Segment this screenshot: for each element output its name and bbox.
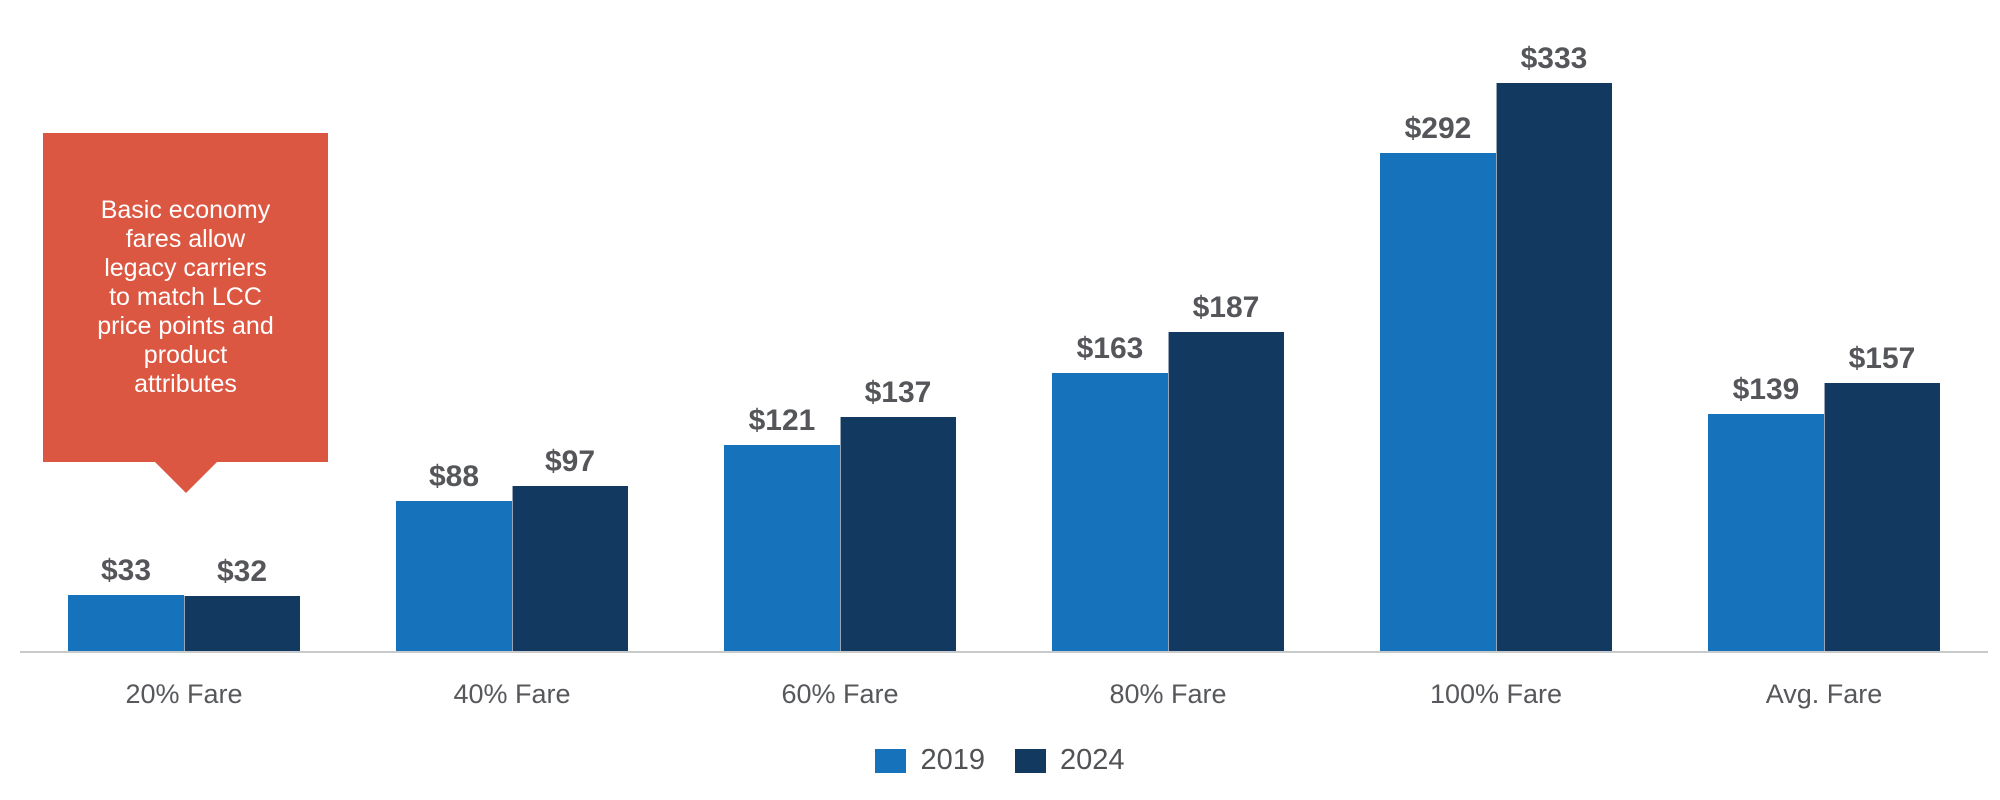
bar-group: $163 $187 bbox=[1004, 0, 1332, 651]
value-label: $33 bbox=[100, 554, 152, 587]
value-label: $32 bbox=[216, 555, 268, 588]
bar-group: $121 $137 bbox=[676, 0, 1004, 651]
legend-item-2024: 2024 bbox=[1015, 746, 1125, 775]
bar-2019 bbox=[724, 445, 840, 651]
annotation-text: Basic economy fares allow legacy carrier… bbox=[97, 196, 274, 398]
bar-2024 bbox=[1824, 383, 1940, 651]
value-label: $187 bbox=[1192, 291, 1260, 324]
legend-swatch-icon bbox=[875, 748, 907, 773]
value-label: $157 bbox=[1848, 342, 1916, 375]
bar-2024 bbox=[840, 417, 956, 651]
value-label: $97 bbox=[544, 445, 596, 478]
bar-column-2024: $187 bbox=[1168, 293, 1284, 651]
bar-column-2019: $163 bbox=[1052, 334, 1168, 651]
bar-2019 bbox=[1380, 153, 1496, 651]
bar-column-2019: $88 bbox=[396, 462, 512, 651]
bar-2024 bbox=[1496, 83, 1612, 651]
bar-column-2024: $333 bbox=[1496, 44, 1612, 651]
bar-2019 bbox=[1708, 414, 1824, 651]
bar-group: $88 $97 bbox=[348, 0, 676, 651]
bar-2019 bbox=[1052, 373, 1168, 651]
bar-2019 bbox=[396, 501, 512, 651]
legend-label: 2019 bbox=[920, 744, 985, 776]
annotation-callout: Basic economy fares allow legacy carrier… bbox=[43, 133, 328, 493]
bar-column-2019: $33 bbox=[68, 556, 184, 651]
bar-column-2024: $157 bbox=[1824, 344, 1940, 651]
bar-column-2024: $97 bbox=[512, 447, 628, 651]
category-axis: 20% Fare 40% Fare 60% Fare 80% Fare 100% Far… bbox=[20, 678, 1988, 710]
category-label: 40% Fare bbox=[453, 679, 571, 709]
legend-swatch-icon bbox=[1015, 748, 1046, 773]
bar-column-2019: $121 bbox=[724, 406, 840, 651]
bar-column-2019: $139 bbox=[1708, 375, 1824, 651]
bar-column-2024: $137 bbox=[840, 378, 956, 651]
value-label: $121 bbox=[748, 404, 816, 437]
bar-column-2024: $32 bbox=[184, 557, 300, 651]
value-label: $137 bbox=[864, 376, 932, 409]
value-label: $333 bbox=[1520, 42, 1588, 75]
category-label: 100% Fare bbox=[1429, 679, 1563, 709]
category-label: Avg. Fare bbox=[1765, 679, 1883, 709]
bar-group: $33 $32 bbox=[20, 0, 348, 651]
value-label: $292 bbox=[1404, 112, 1472, 145]
legend-label: 2024 bbox=[1060, 744, 1125, 776]
category-label: 80% Fare bbox=[1109, 679, 1227, 709]
annotation-pointer-icon bbox=[154, 462, 217, 493]
bar-2024 bbox=[184, 596, 300, 651]
bar-2024 bbox=[1168, 332, 1284, 651]
legend: 2019 2024 bbox=[0, 746, 2000, 775]
value-label: $139 bbox=[1732, 373, 1800, 406]
bar-2019 bbox=[68, 595, 184, 651]
bar-2024 bbox=[512, 486, 628, 651]
category-label: 60% Fare bbox=[781, 679, 899, 709]
value-label: $88 bbox=[428, 460, 480, 493]
category-label: 20% Fare bbox=[125, 679, 243, 709]
plot-area: $33 $32 $88 $97 $121 $137 $163 $187 $292 $333 $139… bbox=[20, 0, 1988, 653]
value-label: $163 bbox=[1076, 332, 1144, 365]
bar-column-2019: $292 bbox=[1380, 114, 1496, 651]
bar-group: $139 $157 bbox=[1660, 0, 1988, 651]
bar-group: $292 $333 bbox=[1332, 0, 1660, 651]
legend-item-2019: 2019 bbox=[875, 746, 985, 775]
